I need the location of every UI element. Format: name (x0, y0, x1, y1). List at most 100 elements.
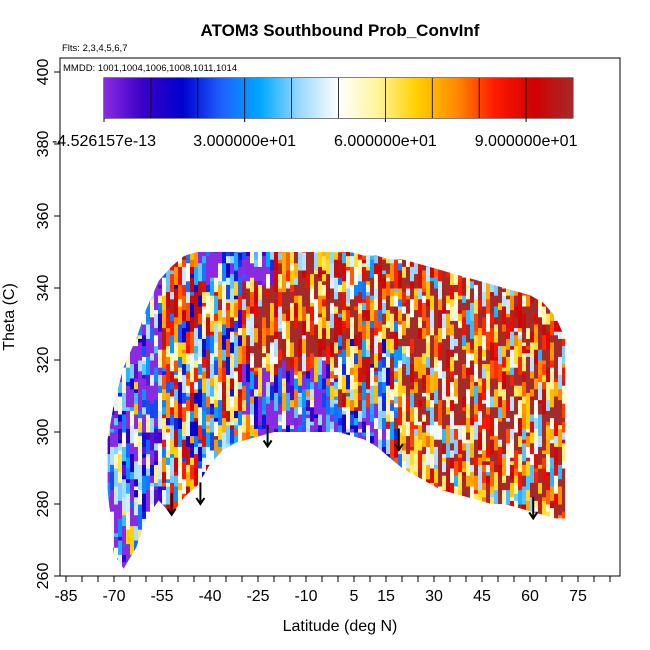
heatmap-cell (146, 356, 151, 375)
heatmap-cell (570, 338, 575, 346)
heatmap-cell (506, 417, 511, 422)
heatmap-cell (66, 266, 71, 285)
heatmap-cell (342, 262, 347, 282)
heatmap-cell (478, 252, 483, 257)
heatmap-cell (198, 518, 203, 534)
heatmap-cell (246, 255, 251, 275)
heatmap-cell (390, 230, 395, 249)
heatmap-cell (374, 374, 379, 383)
heatmap-cell (354, 446, 359, 451)
heatmap-cell (358, 273, 363, 282)
heatmap-cell (522, 439, 527, 444)
heatmap-cell (502, 306, 507, 325)
heatmap-cell (534, 252, 539, 271)
heatmap-cell (290, 511, 295, 516)
heatmap-cell (238, 486, 243, 501)
heatmap-cell (446, 442, 451, 458)
heatmap-cell (342, 252, 347, 253)
heatmap-cell (458, 370, 463, 390)
heatmap-cell (130, 342, 135, 347)
heatmap-cell (334, 374, 339, 379)
heatmap-cell (342, 554, 347, 569)
heatmap-cell (470, 280, 475, 289)
heatmap-cell (66, 306, 71, 310)
heatmap-cell (482, 399, 487, 404)
heatmap-cell (222, 543, 227, 563)
colorbar-swatch (397, 78, 400, 118)
heatmap-cell (330, 342, 335, 357)
heatmap-cell (150, 327, 155, 343)
heatmap-cell (562, 468, 566, 483)
heatmap-cell (446, 241, 451, 249)
heatmap-cell (286, 432, 291, 444)
heatmap-cell (598, 486, 603, 490)
heatmap-cell (126, 252, 131, 253)
heatmap-cell (390, 511, 395, 516)
heatmap-cell (538, 360, 543, 375)
heatmap-cell (390, 410, 395, 422)
heatmap-cell (322, 518, 327, 534)
heatmap-cell (130, 500, 135, 509)
x-tick-label: -25 (246, 588, 269, 605)
heatmap-cell (602, 407, 607, 411)
colorbar-swatch (490, 78, 494, 118)
heatmap-cell (554, 403, 559, 422)
heatmap-cell (262, 529, 267, 534)
heatmap-cell (78, 544, 83, 555)
heatmap-cell (358, 399, 363, 411)
heatmap-cell (374, 327, 379, 336)
heatmap-cell (142, 453, 147, 458)
heatmap-cell (506, 298, 511, 314)
heatmap-cell (450, 306, 455, 321)
heatmap-cell (530, 342, 535, 357)
heatmap-cell (430, 547, 435, 552)
heatmap-cell (474, 529, 479, 545)
heatmap-cell (594, 281, 599, 285)
heatmap-cell (342, 414, 347, 433)
heatmap-cell (366, 514, 371, 527)
heatmap-cell (214, 540, 219, 545)
heatmap-cell (102, 439, 107, 454)
heatmap-cell (82, 281, 87, 289)
heatmap-cell (218, 284, 223, 300)
heatmap-cell (558, 554, 563, 569)
heatmap-cell (362, 338, 367, 357)
colorbar-swatch (474, 78, 478, 118)
heatmap-cell (458, 536, 463, 548)
colorbar-swatch (268, 78, 271, 118)
heatmap-cell (518, 471, 523, 491)
heatmap-cell (174, 360, 179, 372)
heatmap-cell (566, 497, 571, 505)
heatmap-cell (274, 320, 279, 332)
heatmap-cell (262, 478, 267, 483)
heatmap-cell (510, 255, 515, 264)
heatmap-cell (530, 388, 535, 397)
heatmap-cell (326, 468, 331, 476)
heatmap-cell (346, 356, 351, 375)
heatmap-cell (90, 266, 95, 277)
heatmap-cell (474, 543, 479, 563)
heatmap-cell (410, 428, 415, 447)
heatmap-cell (574, 342, 579, 353)
heatmap-cell (554, 288, 559, 303)
heatmap-cell (466, 417, 471, 429)
heatmap-cell (166, 424, 171, 429)
heatmap-cell (190, 381, 195, 393)
heatmap-cell (510, 547, 515, 563)
heatmap-cell (322, 252, 327, 257)
heatmap-cell (498, 475, 503, 494)
heatmap-cell (518, 338, 523, 357)
heatmap-cell (78, 288, 83, 296)
heatmap-cell (318, 529, 323, 541)
heatmap-cell (522, 486, 527, 491)
heatmap-cell (110, 529, 115, 534)
heatmap-cell (110, 428, 115, 433)
heatmap-cell (158, 428, 163, 433)
heatmap-cell (342, 504, 347, 519)
heatmap-cell (482, 507, 487, 523)
heatmap-cell (422, 482, 427, 501)
heatmap-cell (398, 471, 403, 491)
heatmap-cell (122, 514, 127, 527)
heatmap-cell (562, 255, 566, 260)
heatmap-cell (606, 425, 611, 429)
